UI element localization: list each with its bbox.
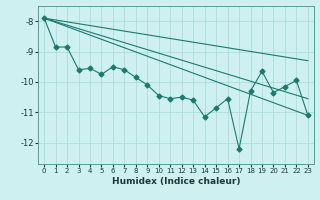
X-axis label: Humidex (Indice chaleur): Humidex (Indice chaleur): [112, 177, 240, 186]
